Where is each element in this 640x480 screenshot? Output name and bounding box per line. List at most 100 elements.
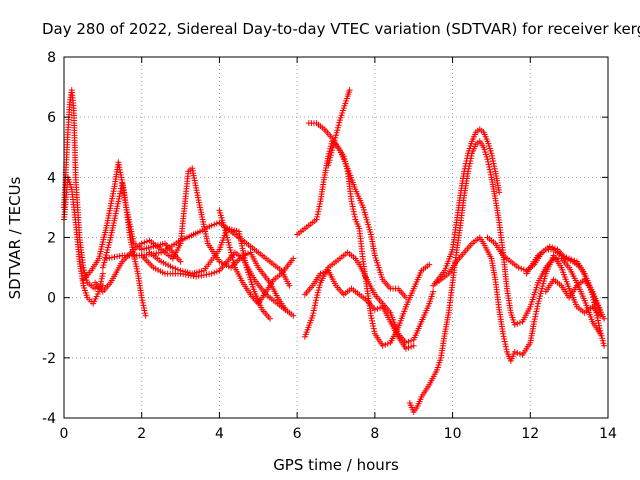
data-point [140, 302, 147, 309]
data-point [331, 139, 338, 146]
data-point [230, 257, 237, 264]
data-point [314, 213, 321, 220]
data-point [537, 293, 543, 300]
data-point [200, 272, 207, 279]
y-tick-label: 4 [47, 170, 56, 186]
data-point [430, 288, 437, 295]
y-tick-label: 8 [47, 50, 56, 66]
data-point [593, 312, 600, 319]
series-sat-q [434, 234, 604, 364]
data-point [198, 272, 205, 279]
data-point [290, 255, 297, 262]
data-point [101, 259, 108, 266]
data-point [464, 155, 471, 162]
data-point [206, 271, 213, 278]
data-point [104, 247, 111, 254]
data-point [486, 164, 493, 171]
data-point [601, 315, 608, 322]
data-point [211, 269, 218, 276]
data-point [531, 318, 538, 325]
data-point [486, 166, 493, 173]
data-point [462, 160, 469, 167]
data-point [180, 271, 187, 278]
data-point [599, 337, 606, 344]
series-sat-b [61, 174, 106, 307]
data-point [532, 313, 539, 320]
data-point [485, 158, 492, 165]
data-point [491, 163, 498, 170]
data-point [503, 346, 510, 353]
data-point [203, 271, 210, 278]
data-point [213, 220, 220, 227]
data-point [316, 203, 323, 210]
data-point [410, 342, 417, 349]
data-point [141, 307, 148, 314]
data-point [325, 159, 332, 166]
data-point [531, 316, 538, 323]
data-point [208, 270, 215, 277]
data-point [351, 213, 358, 220]
data-point [377, 304, 384, 311]
data-point [348, 198, 355, 205]
data-point [172, 265, 179, 272]
data-point [484, 156, 491, 163]
data-point [370, 325, 377, 332]
data-point [488, 150, 495, 157]
data-point [177, 270, 184, 277]
data-point [228, 249, 235, 256]
data-point [402, 294, 409, 301]
data-point [491, 165, 498, 172]
data-point [103, 249, 110, 256]
series-sat-j [294, 138, 433, 349]
data-point [597, 327, 604, 334]
data-point [141, 239, 148, 246]
data-point [106, 239, 113, 246]
data-point [384, 340, 391, 347]
data-point [534, 303, 541, 310]
data-point [350, 206, 357, 213]
data-point [312, 299, 319, 306]
data-point [116, 193, 123, 200]
series-sat-p [430, 126, 503, 289]
grid [64, 57, 608, 418]
y-tick-label: -2 [42, 351, 56, 367]
data-point [511, 348, 518, 355]
data-point [598, 332, 605, 339]
data-point [595, 317, 602, 324]
data-point [405, 344, 412, 351]
data-point [538, 288, 545, 295]
data-point [500, 330, 507, 337]
data-point [286, 282, 293, 289]
data-point [463, 158, 470, 165]
data-point [551, 245, 558, 252]
data-point [290, 312, 297, 319]
data-point [327, 154, 334, 161]
data-point [103, 255, 110, 262]
data-point [227, 247, 234, 254]
data-point [600, 340, 607, 347]
data-point [310, 307, 317, 314]
data-point [537, 290, 544, 297]
data-point [369, 317, 376, 324]
data-point [601, 342, 608, 349]
data-point [114, 253, 121, 260]
data-points [61, 87, 608, 415]
data-point [99, 273, 106, 280]
data-point [335, 122, 342, 129]
data-point [542, 273, 549, 280]
data-point [309, 312, 316, 319]
data-point [185, 272, 192, 279]
data-point [177, 258, 184, 265]
y-axis-label: SDTVAR / TECUs [6, 176, 24, 299]
data-point [100, 262, 107, 269]
data-point [311, 304, 318, 311]
data-point [81, 267, 88, 274]
data-point [139, 297, 146, 304]
data-point [225, 239, 232, 246]
series-sat-t [542, 276, 604, 313]
data-point [182, 271, 189, 278]
data-point [593, 309, 600, 316]
data-point [464, 152, 471, 159]
data-point [487, 171, 494, 178]
data-point [195, 273, 202, 280]
